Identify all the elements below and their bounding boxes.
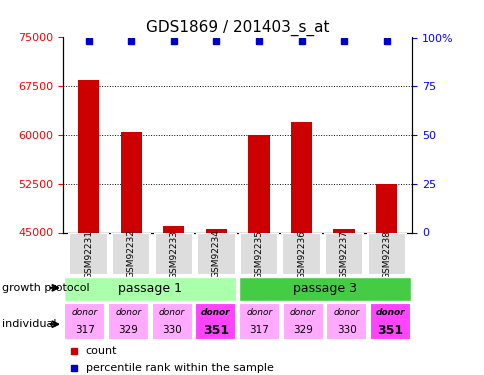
Text: GSM92236: GSM92236	[296, 230, 305, 279]
Bar	[205, 229, 227, 232]
Text: 329: 329	[119, 325, 138, 335]
Bar	[282, 303, 323, 340]
Bar	[239, 277, 410, 301]
Bar	[239, 303, 279, 340]
Bar	[154, 233, 193, 275]
Text: GSM92238: GSM92238	[381, 230, 391, 279]
Bar	[195, 303, 236, 340]
Text: donor: donor	[246, 308, 272, 317]
Text: 329: 329	[293, 325, 312, 335]
Text: donor: donor	[200, 308, 230, 317]
Bar	[64, 277, 236, 301]
Text: 317: 317	[75, 325, 94, 335]
Bar	[333, 229, 354, 232]
Bar	[248, 135, 269, 232]
Bar	[78, 80, 99, 232]
Bar	[290, 122, 312, 232]
Text: donor: donor	[289, 308, 316, 317]
Bar	[69, 233, 107, 275]
Bar	[239, 233, 277, 275]
Bar	[108, 303, 149, 340]
Text: passage 3: passage 3	[292, 282, 356, 295]
Text: GSM92237: GSM92237	[339, 230, 348, 279]
Bar	[64, 303, 105, 340]
Text: GSM92234: GSM92234	[212, 230, 220, 279]
Text: percentile rank within the sample: percentile rank within the sample	[86, 363, 273, 373]
Text: growth protocol: growth protocol	[2, 283, 90, 293]
Text: GSM92232: GSM92232	[126, 230, 136, 279]
Bar	[197, 233, 235, 275]
Text: GSM92231: GSM92231	[84, 230, 93, 279]
Bar	[369, 303, 410, 340]
Text: 317: 317	[249, 325, 269, 335]
Title: GDS1869 / 201403_s_at: GDS1869 / 201403_s_at	[146, 20, 329, 36]
Bar	[121, 132, 141, 232]
Text: count: count	[86, 346, 117, 356]
Text: individual: individual	[2, 320, 57, 329]
Text: GSM92233: GSM92233	[169, 230, 178, 279]
Bar	[151, 303, 192, 340]
Text: passage 1: passage 1	[118, 282, 182, 295]
Bar	[326, 303, 366, 340]
Bar	[375, 184, 396, 232]
Text: 330: 330	[336, 325, 356, 335]
Bar	[163, 226, 184, 232]
Text: 330: 330	[162, 325, 182, 335]
Text: donor: donor	[72, 308, 98, 317]
Text: 351: 351	[377, 324, 403, 337]
Text: donor: donor	[333, 308, 359, 317]
Text: GSM92235: GSM92235	[254, 230, 263, 279]
Text: donor: donor	[115, 308, 141, 317]
Bar	[324, 233, 363, 275]
Bar	[367, 233, 405, 275]
Text: 351: 351	[202, 324, 228, 337]
Bar	[282, 233, 320, 275]
Text: donor: donor	[375, 308, 405, 317]
Bar	[112, 233, 150, 275]
Text: donor: donor	[159, 308, 185, 317]
